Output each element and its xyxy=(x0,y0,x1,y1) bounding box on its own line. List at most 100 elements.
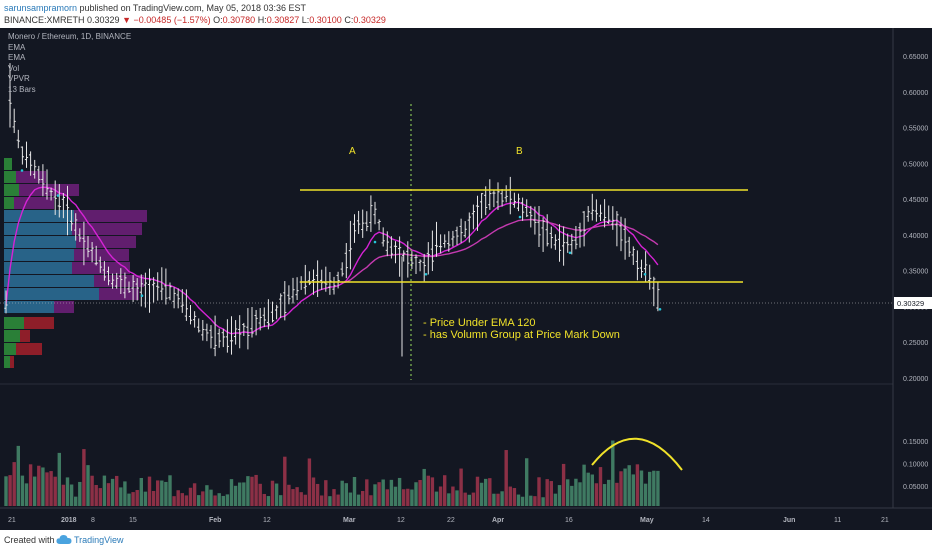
legend-vpvr[interactable]: VPVR xyxy=(8,74,30,83)
tradingview-brand-link[interactable]: TradingView xyxy=(74,535,124,545)
legend-bars-pattern[interactable]: 13 Bars xyxy=(8,84,36,94)
volume-bar xyxy=(37,465,41,506)
publish-line: sarunsampramorn published on TradingView… xyxy=(4,3,306,13)
volume-bar xyxy=(557,485,562,506)
symbol: BINANCE:XMRETH xyxy=(4,15,85,25)
chart-header: sarunsampramorn published on TradingView… xyxy=(0,0,932,28)
volume-bar xyxy=(238,482,242,506)
legend-vol[interactable]: Vol xyxy=(8,63,20,73)
volume-bar xyxy=(102,475,107,506)
chart-canvas[interactable]: A B - Price Under EMA 120 - has Volumn G… xyxy=(0,28,932,530)
volume-bar xyxy=(615,482,619,506)
legend-ema-2[interactable]: EMA xyxy=(8,53,26,62)
vpvr-bar xyxy=(76,236,136,248)
time-axis[interactable]: 21 2018 8 15 Feb 12 Mar 12 22 Apr 16 May 14 Jun 11 21 xyxy=(8,517,889,524)
volume-bar xyxy=(45,472,49,506)
volume-bar xyxy=(16,445,20,506)
volume-bar xyxy=(365,479,369,506)
volume-bar xyxy=(192,483,197,506)
volume-bar xyxy=(270,480,275,506)
vpvr-bar xyxy=(4,171,16,183)
volume-bar xyxy=(533,496,537,506)
vpvr-bar xyxy=(94,275,144,287)
note-line-2[interactable]: - has Volumn Group at Price Mark Down xyxy=(423,329,620,341)
volume-bar xyxy=(143,491,148,506)
volume-bar xyxy=(295,487,299,506)
volume-bar xyxy=(180,493,184,506)
note-line-1[interactable]: - Price Under EMA 120 xyxy=(423,317,536,329)
signal-marker xyxy=(56,194,60,197)
close-label: C: xyxy=(344,15,354,25)
volume-bar xyxy=(307,458,312,506)
vpvr-bar xyxy=(24,317,54,329)
vpvr-bar xyxy=(74,249,129,261)
signal-marker xyxy=(424,272,428,276)
volume-bar xyxy=(619,471,623,506)
time-tick-label: 21 xyxy=(8,517,16,524)
volume-bar xyxy=(139,477,143,506)
signal-marker xyxy=(658,308,662,311)
volume-bar xyxy=(418,480,422,506)
volume-bar xyxy=(291,489,295,506)
legend-ema-1[interactable]: EMA xyxy=(8,42,26,52)
volume-axis[interactable]: 0.15000 0.10000 0.05000 xyxy=(903,439,928,491)
volume-bar xyxy=(623,468,627,506)
volume-bar xyxy=(336,494,340,506)
volume-bar xyxy=(639,470,644,506)
volume-bar xyxy=(434,491,439,506)
volume-bar xyxy=(356,494,361,506)
volume-bar xyxy=(479,482,484,506)
label-a[interactable]: A xyxy=(349,146,356,157)
price-axis[interactable]: 0.65000 0.60000 0.55000 0.50000 0.45000 0.400… xyxy=(903,54,928,383)
price-tick-label: 0.45000 xyxy=(903,197,928,204)
volume-bar xyxy=(57,452,61,506)
volume-bar xyxy=(332,489,336,506)
volume-bar xyxy=(8,475,12,506)
volume-bar xyxy=(274,483,279,506)
chart-legend: Monero / Ethereum, 1D, BINANCE EMA EMA V… xyxy=(8,32,131,95)
price-tick-label: 0.55000 xyxy=(903,126,928,133)
author-link[interactable]: sarunsampramorn xyxy=(4,3,78,13)
volume-bar xyxy=(78,481,82,506)
vpvr-bar xyxy=(4,301,54,313)
volume-bar xyxy=(369,495,373,506)
volume-bar xyxy=(197,495,201,506)
volume-arc-annotation[interactable] xyxy=(591,437,683,471)
volume-bar xyxy=(484,478,488,506)
volume-tick-label: 0.15000 xyxy=(903,439,928,446)
chart-area[interactable]: A B - Price Under EMA 120 - has Volumn G… xyxy=(0,28,932,530)
time-tick-label: Feb xyxy=(209,517,221,524)
volume-bar xyxy=(352,476,357,506)
volume-bar xyxy=(598,467,603,506)
volume-bar xyxy=(377,482,381,506)
volume-bar xyxy=(607,479,611,506)
time-tick-label: 21 xyxy=(881,517,889,524)
vpvr-bar xyxy=(4,197,14,209)
volume-bar xyxy=(242,482,246,506)
volume-bar xyxy=(344,483,348,506)
volume-bar xyxy=(299,492,303,506)
label-b[interactable]: B xyxy=(516,146,523,157)
publish-info: published on TradingView.com, May 05, 20… xyxy=(79,3,307,13)
volume-bar xyxy=(221,495,225,506)
volume-bar xyxy=(106,483,111,506)
volume-bar xyxy=(123,481,127,506)
volume-bar xyxy=(512,488,517,506)
vpvr-bar xyxy=(4,158,12,170)
volume-bar xyxy=(463,492,467,506)
volume-bar xyxy=(389,479,394,506)
volume-bar xyxy=(422,468,426,506)
vpvr-bar xyxy=(4,249,74,261)
volume-bar xyxy=(406,488,410,506)
volume-bar xyxy=(53,476,57,506)
volume-bar xyxy=(61,484,66,506)
volume-bar xyxy=(451,486,455,506)
vpvr-bar xyxy=(16,343,42,355)
vpvr-bar xyxy=(20,330,30,342)
volume-bar xyxy=(488,478,492,506)
volume-bar xyxy=(151,490,156,506)
volume-bar xyxy=(541,497,545,506)
volume-bar xyxy=(438,486,443,506)
volume-bar xyxy=(164,481,168,506)
volume-bar xyxy=(176,490,180,506)
